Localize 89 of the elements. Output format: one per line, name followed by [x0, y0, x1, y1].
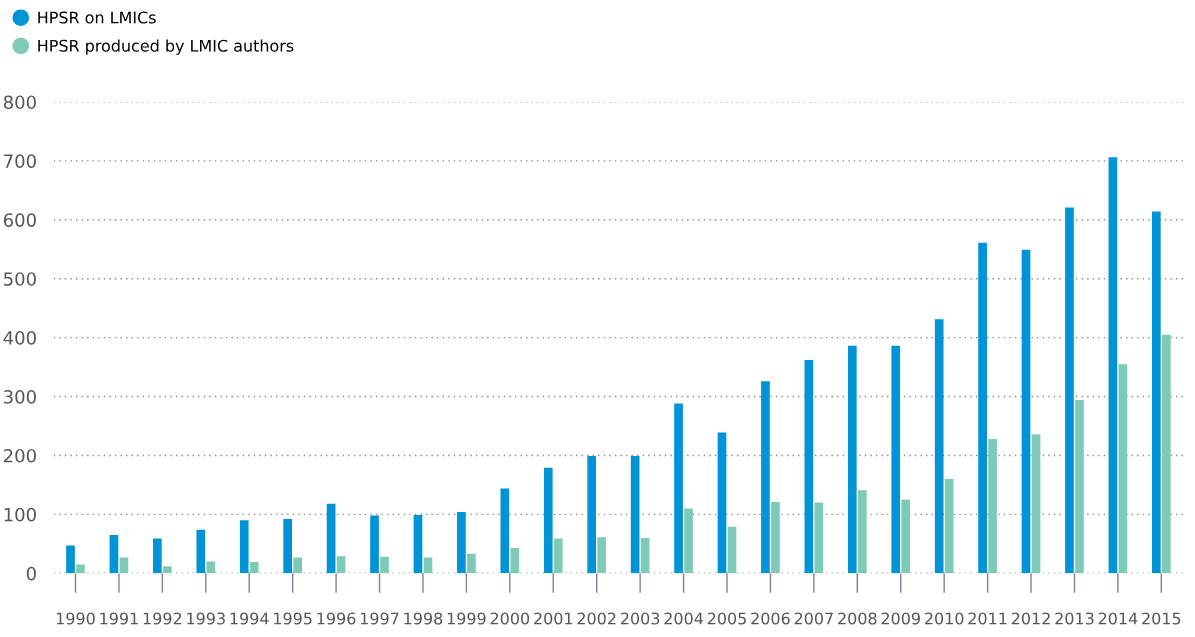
x-tick-label: 1997 [360, 612, 399, 625]
x-tick-label: 2001 [534, 612, 573, 625]
bar [1021, 249, 1031, 574]
y-tick-label: 300 [4, 389, 36, 404]
bar [814, 502, 824, 574]
x-tick-label: 2013 [1055, 612, 1094, 625]
bar [761, 381, 770, 574]
x-tick-label: 2002 [577, 612, 616, 625]
bar [413, 514, 423, 574]
y-tick-label: 800 [3, 95, 36, 110]
y-tick-label: 200 [3, 448, 36, 463]
bar [684, 508, 693, 574]
bar [423, 557, 433, 574]
x-tick-label: 2011 [968, 612, 1007, 625]
bar [1161, 334, 1171, 574]
x-tick-label: 1996 [317, 612, 356, 625]
bar [76, 564, 85, 574]
bar [196, 529, 206, 574]
bar [293, 557, 302, 574]
bar [283, 519, 293, 574]
x-tick-label: 2010 [925, 612, 964, 625]
bar [66, 545, 75, 574]
y-tick-label: 500 [4, 272, 36, 286]
bar [901, 499, 911, 574]
bar [674, 403, 683, 574]
bar [597, 537, 607, 574]
y-tick-label: 100 [4, 507, 36, 522]
bar [1075, 400, 1084, 574]
legend-label: HPSR produced by LMIC authors [38, 39, 294, 55]
x-tick-label: 2003 [620, 612, 660, 625]
bar [1118, 364, 1128, 574]
y-tick-label: 0 [26, 566, 36, 581]
legend-label: HPSR on LMICs [38, 11, 156, 24]
bar [1065, 207, 1074, 574]
bar [249, 562, 259, 574]
x-tick-label: 2014 [1098, 612, 1138, 625]
bar [500, 488, 510, 574]
bar [1151, 211, 1161, 574]
bar [510, 547, 520, 574]
bar [370, 515, 379, 574]
x-tick-label: 1990 [56, 612, 95, 625]
x-tick-label: 1991 [100, 612, 138, 625]
bar [804, 360, 814, 574]
bar [163, 566, 172, 574]
bar [543, 467, 553, 574]
bar [380, 556, 389, 574]
bar [630, 456, 640, 574]
x-tick-label: 1994 [230, 612, 269, 625]
x-tick-label: 2006 [751, 612, 790, 625]
bar [857, 490, 867, 574]
y-tick-label: 700 [4, 154, 36, 168]
bar [891, 345, 901, 574]
bar [1108, 157, 1118, 574]
bar [336, 556, 346, 574]
x-tick-label: 2005 [707, 612, 746, 625]
x-tick-label: 2008 [838, 612, 877, 625]
x-tick-label: 2012 [1011, 612, 1050, 625]
x-tick-label: 1998 [404, 612, 443, 625]
bar [717, 432, 727, 574]
bar [553, 538, 563, 574]
bar [771, 502, 780, 574]
x-tick-label: 2000 [490, 612, 530, 625]
x-tick-label: 1995 [274, 612, 312, 625]
bar [153, 538, 162, 574]
bar [978, 242, 987, 574]
bar [587, 456, 597, 574]
bar [934, 319, 944, 574]
y-tick-label: 600 [3, 213, 36, 227]
bar [467, 553, 476, 574]
bar [119, 557, 129, 574]
bar [109, 535, 119, 574]
bar [640, 537, 650, 574]
bar [944, 479, 954, 574]
x-tick-label: 1992 [143, 612, 182, 625]
bar [326, 503, 336, 574]
x-tick-label: 1993 [187, 612, 225, 625]
bar [727, 526, 737, 574]
bar [988, 438, 997, 574]
bar [206, 561, 216, 574]
x-tick-label: 2004 [664, 612, 703, 625]
x-tick-label: 1999 [447, 612, 486, 625]
x-tick-label: 2007 [794, 612, 833, 625]
x-tick-label: 2009 [881, 612, 920, 625]
bar [1031, 434, 1041, 574]
bar [457, 512, 466, 574]
bar [847, 345, 857, 574]
y-tick-label: 400 [3, 331, 36, 345]
bar [239, 520, 249, 574]
x-tick-label: 2015 [1142, 612, 1181, 625]
